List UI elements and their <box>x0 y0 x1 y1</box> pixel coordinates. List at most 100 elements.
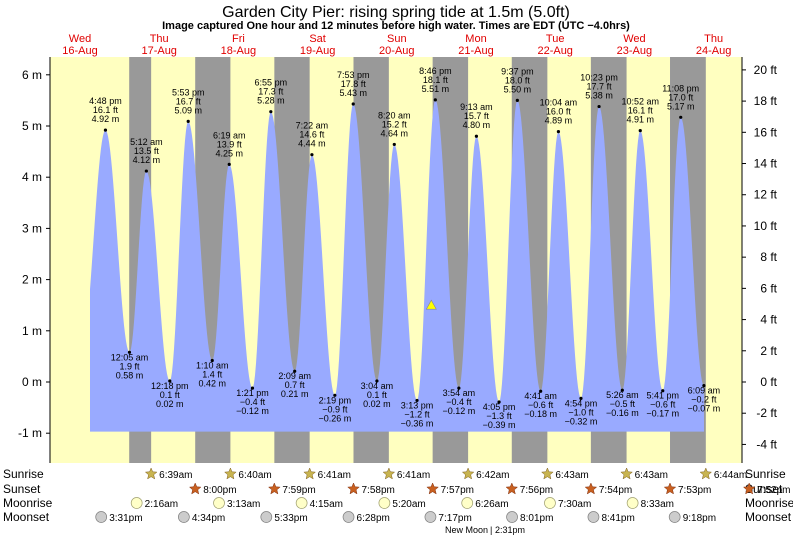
low-tide-label: 3:54 am−0.4 ft−0.12 m <box>442 388 475 416</box>
extreme-dot <box>168 379 172 383</box>
sunset-star-icon <box>663 482 677 495</box>
moonset-time: 4:34pm <box>192 513 225 524</box>
sunrise-star-icon <box>303 467 317 480</box>
moonset-icon <box>424 511 437 523</box>
left-tick-label: -1 m <box>18 426 42 440</box>
low-tide-label: 4:41 am−0.6 ft−0.18 m <box>524 391 557 419</box>
moonrise-time: 6:26am <box>475 499 508 510</box>
extreme-time: 5:53 pm <box>172 87 205 97</box>
extreme-m: −0.07 m <box>688 404 721 414</box>
extreme-m: 4.44 m <box>298 139 326 149</box>
moonset-time: 6:28pm <box>357 513 390 524</box>
extreme-ft: 1.4 ft <box>202 369 223 379</box>
sunset-time: 7:52pm <box>757 485 790 496</box>
extreme-ft: 14.6 ft <box>299 130 325 140</box>
extreme-ft: 17.3 ft <box>258 87 284 97</box>
sunrise-time: 6:41am <box>397 470 430 481</box>
extreme-m: −0.18 m <box>524 409 557 419</box>
extreme-time: 2:09 am <box>278 371 311 381</box>
extreme-ft: −0.9 ft <box>322 404 348 414</box>
low-tide-label: 1:10 am1.4 ft0.42 m <box>196 360 229 388</box>
moonrise-icon <box>213 497 225 509</box>
extreme-dot <box>210 358 214 363</box>
sunrise-star-icon <box>224 467 237 480</box>
extreme-m: 0.02 m <box>363 399 391 409</box>
day-header-dow: Sun <box>387 33 407 45</box>
extreme-time: 1:10 am <box>196 360 229 370</box>
extreme-ft: 13.9 ft <box>217 139 243 149</box>
low-tide-label: 2:09 am0.7 ft0.21 m <box>278 371 311 399</box>
row-label-right-sunrise: Sunrise <box>745 467 786 481</box>
day-header-dow: Sat <box>309 33 326 45</box>
sunrise-star-icon <box>541 467 554 480</box>
extreme-dot <box>702 383 706 388</box>
sunrise-time: 6:39am <box>159 470 192 481</box>
extreme-time: 10:52 am <box>621 97 659 107</box>
extreme-time: 7:22 am <box>296 121 329 131</box>
row-label-right-moonset: Moonset <box>745 510 792 524</box>
extreme-m: 0.02 m <box>156 399 184 409</box>
extreme-ft: 15.2 ft <box>382 119 408 129</box>
low-tide-label: 4:05 pm−1.3 ft−0.39 m <box>483 402 516 430</box>
extreme-m: 0.21 m <box>281 389 309 399</box>
sunrise-star-icon <box>144 467 158 480</box>
extreme-m: −0.39 m <box>483 420 516 430</box>
extreme-time: 9:37 pm <box>501 66 534 76</box>
axes: -1 m 0 m 1 m 2 m 3 m 4 m 5 m 6 m -4 ft -2 ft 0 ft 2… <box>18 57 778 463</box>
sunset-time: 7:53pm <box>678 485 711 496</box>
moonset-time: 8:01pm <box>520 513 553 524</box>
right-tick-label: -4 ft <box>756 437 777 451</box>
moonrise-icon <box>378 497 391 509</box>
row-label-left-sunrise: Sunrise <box>3 467 44 481</box>
extreme-ft: −0.5 ft <box>610 399 636 409</box>
extreme-ft: −0.6 ft <box>650 400 676 410</box>
extreme-ft: 0.7 ft <box>285 380 306 390</box>
extreme-m: 5.17 m <box>667 101 695 111</box>
moonrise-icon <box>130 497 143 509</box>
extreme-time: 5:12 am <box>130 137 163 147</box>
extreme-time: 12:18 pm <box>151 381 189 391</box>
extreme-dot <box>269 110 273 114</box>
extreme-time: 10:23 pm <box>580 73 618 83</box>
sunset-star-icon <box>347 482 360 495</box>
row-label-right-sunset: Sunset <box>745 482 783 496</box>
extreme-dot <box>127 350 132 354</box>
extreme-ft: 15.7 ft <box>464 111 490 121</box>
sunset-time: 7:59pm <box>282 485 315 496</box>
sunset-star-icon <box>584 482 598 495</box>
moonset-icon <box>668 511 681 523</box>
extreme-time: 3:13 pm <box>401 400 434 410</box>
sunset-star-icon <box>188 482 202 495</box>
extreme-ft: 16.0 ft <box>546 107 572 117</box>
day-header-dow: Mon <box>465 33 486 45</box>
moonset-time: 5:33pm <box>274 513 307 524</box>
sunrise-time: 6:40am <box>238 470 271 481</box>
extreme-time: 11:08 pm <box>662 83 699 93</box>
sunrise-time: 6:44am <box>714 470 747 481</box>
extreme-ft: −0.4 ft <box>446 397 472 407</box>
extreme-dot <box>333 393 337 397</box>
extreme-time: 1:21 pm <box>236 388 269 398</box>
left-tick-label: 4 m <box>22 170 42 184</box>
row-label-left-moonset: Moonset <box>3 510 50 524</box>
extreme-ft: 1.9 ft <box>119 361 140 371</box>
right-tick-label: 4 ft <box>760 313 777 327</box>
day-header-date: 23-Aug <box>617 45 652 57</box>
extreme-dot <box>661 389 665 393</box>
extreme-m: −0.12 m <box>236 406 269 416</box>
extreme-dot <box>144 169 148 173</box>
extreme-dot <box>103 128 108 132</box>
right-tick-label: 14 ft <box>754 157 778 171</box>
tide-area <box>90 100 704 432</box>
tide-series-area <box>90 100 704 432</box>
extreme-dot <box>293 369 297 373</box>
extreme-time: 6:19 am <box>213 130 246 140</box>
extreme-dot <box>679 115 683 119</box>
